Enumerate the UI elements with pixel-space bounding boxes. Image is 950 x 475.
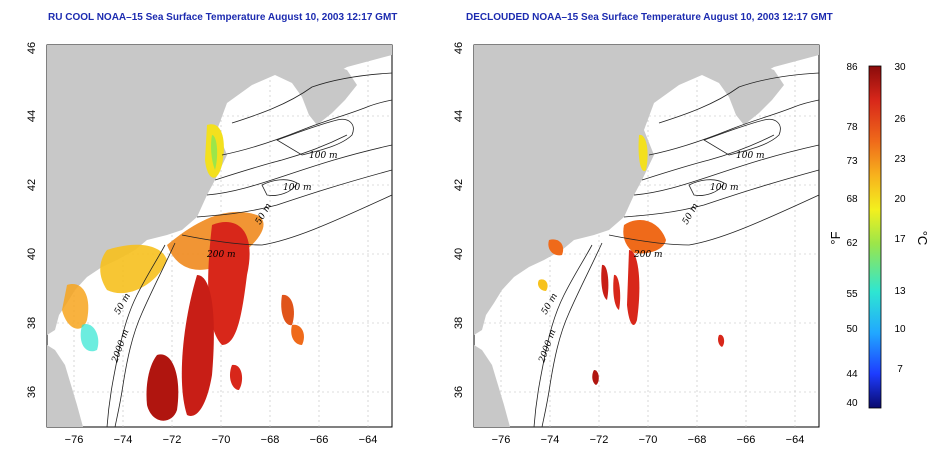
right-contour-label-100m-south: 100 m (710, 183, 739, 193)
fahrenheit-unit-label: °F (828, 231, 843, 244)
right-y-axis: 46 44 42 40 38 36 (453, 42, 465, 398)
right-x-tick-68: −68 (688, 434, 707, 446)
left-x-tick-74: −74 (114, 434, 133, 446)
right-y-tick-42: 42 (453, 179, 465, 191)
left-sst-field (62, 124, 304, 421)
left-x-axis: −76 −74 −72 −70 −68 −66 −64 (65, 434, 378, 446)
right-contour-label-100m-north: 100 m (736, 151, 765, 161)
c-tick-30: 30 (894, 62, 906, 73)
left-x-tick-68: −68 (261, 434, 280, 446)
right-y-tick-38: 38 (453, 317, 465, 329)
f-tick-62: 62 (846, 238, 858, 249)
left-y-tick-38: 38 (26, 317, 38, 329)
c-tick-17: 17 (894, 234, 906, 245)
temperature-colorbar: 86 78 73 68 62 55 50 44 40 °F 30 26 23 2… (828, 62, 930, 409)
left-x-tick-76: −76 (65, 434, 84, 446)
right-map-panel: 100 m 100 m 50 m 200 m 50 m 2000 m −76 −… (453, 42, 820, 446)
left-y-tick-46: 46 (26, 42, 38, 54)
left-x-tick-72: −72 (163, 434, 182, 446)
right-x-tick-72: −72 (590, 434, 609, 446)
c-tick-26: 26 (894, 114, 906, 125)
left-map-panel: 100 m 100 m 50 m 200 m 50 m 2000 m −76 −… (26, 42, 393, 446)
colorbar-fahrenheit-scale: 86 78 73 68 62 55 50 44 40 °F (828, 62, 858, 409)
colorbar-celsius-scale: 30 26 23 20 17 13 10 7 °C (894, 62, 930, 375)
colorbar-gradient (868, 65, 882, 409)
right-contour-label-200m: 200 m (633, 250, 663, 260)
left-y-tick-42: 42 (26, 179, 38, 191)
right-x-tick-74: −74 (541, 434, 560, 446)
right-x-tick-64: −64 (786, 434, 805, 446)
c-tick-13: 13 (894, 286, 906, 297)
c-tick-23: 23 (894, 154, 906, 165)
f-tick-44: 44 (846, 369, 858, 380)
left-x-tick-70: −70 (212, 434, 231, 446)
right-x-tick-66: −66 (737, 434, 756, 446)
left-y-tick-44: 44 (26, 110, 38, 122)
left-y-axis: 46 44 42 40 38 36 (26, 42, 38, 398)
right-y-tick-44: 44 (453, 110, 465, 122)
f-tick-55: 55 (846, 289, 858, 300)
f-tick-73: 73 (846, 156, 858, 167)
right-x-axis: −76 −74 −72 −70 −68 −66 −64 (492, 434, 805, 446)
right-sst-field (537, 134, 725, 385)
f-tick-78: 78 (846, 122, 858, 133)
right-y-tick-40: 40 (453, 248, 465, 260)
c-tick-7: 7 (897, 364, 903, 375)
left-contour-label-100m-south: 100 m (283, 183, 312, 193)
right-y-tick-46: 46 (453, 42, 465, 54)
left-y-tick-40: 40 (26, 248, 38, 260)
left-y-tick-36: 36 (26, 386, 38, 398)
left-contour-label-200m: 200 m (206, 250, 236, 260)
celsius-unit-label: °C (915, 231, 930, 246)
f-tick-40: 40 (846, 398, 858, 409)
left-contour-label-100m-north: 100 m (309, 151, 338, 161)
right-x-tick-76: −76 (492, 434, 511, 446)
right-y-tick-36: 36 (453, 386, 465, 398)
c-tick-20: 20 (894, 194, 906, 205)
f-tick-50: 50 (846, 324, 858, 335)
left-x-tick-64: −64 (359, 434, 378, 446)
f-tick-68: 68 (846, 194, 858, 205)
c-tick-10: 10 (894, 324, 906, 335)
left-x-tick-66: −66 (310, 434, 329, 446)
right-map-title: DECLOUDED NOAA–15 Sea Surface Temperatur… (466, 12, 833, 23)
left-map-title: RU COOL NOAA–15 Sea Surface Temperature … (48, 12, 398, 23)
right-x-tick-70: −70 (639, 434, 658, 446)
f-tick-86: 86 (846, 62, 858, 73)
